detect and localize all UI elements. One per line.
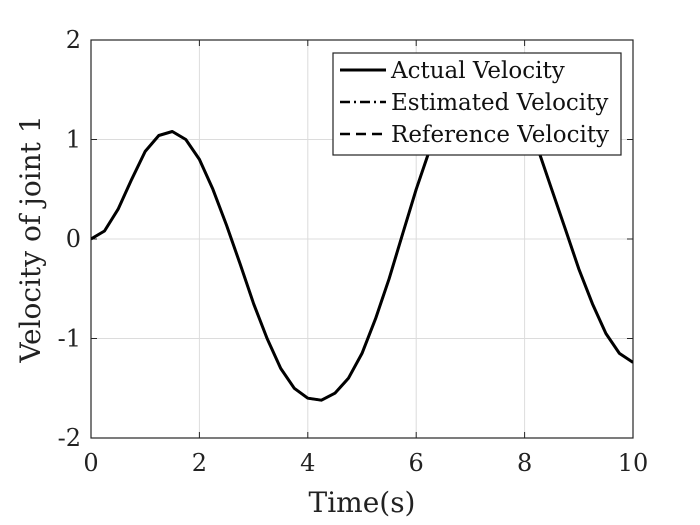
y-tick-label: 2 (66, 26, 81, 54)
x-tick-label: 10 (618, 449, 649, 477)
y-tick-label: -1 (58, 325, 81, 353)
x-tick-label: 0 (83, 449, 98, 477)
x-tick-label: 8 (517, 449, 532, 477)
legend-label-actual: Actual Velocity (390, 58, 565, 84)
series-layer (91, 68, 633, 402)
series-line (91, 68, 633, 402)
legend: Actual Velocity Estimated Velocity Refer… (332, 52, 622, 156)
y-axis-label: Velocity of joint 1 (14, 115, 47, 363)
y-tick-label: 1 (66, 126, 81, 154)
y-tick-label: -2 (58, 424, 81, 452)
x-tick-label: 4 (300, 449, 315, 477)
legend-label-estimated: Estimated Velocity (391, 90, 608, 116)
series-line (91, 68, 633, 402)
x-tick-label: 2 (192, 449, 207, 477)
tick-marks (90, 39, 634, 439)
y-tick-label: 0 (66, 225, 81, 253)
legend-label-reference: Reference Velocity (391, 122, 609, 148)
x-axis-label: Time(s) (309, 486, 416, 519)
x-tick-label: 6 (409, 449, 424, 477)
tick-labels: 0 2 4 6 8 10 -2 -1 0 1 2 (58, 26, 649, 477)
